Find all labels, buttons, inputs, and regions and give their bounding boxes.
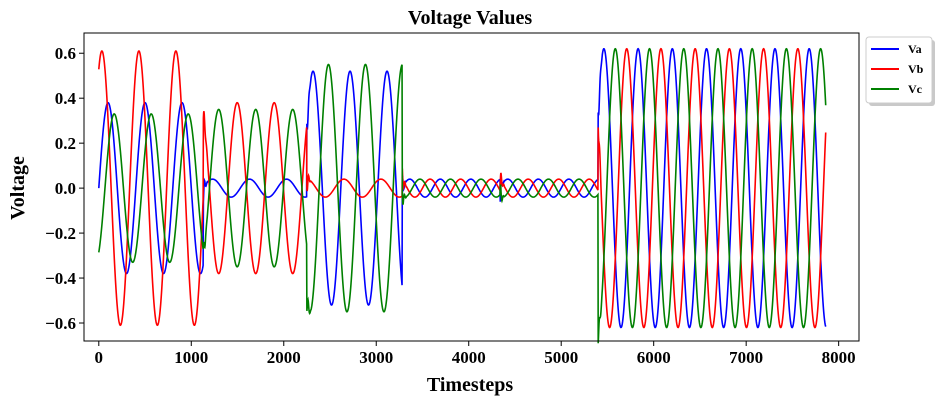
- y-tick-label: 0.6: [55, 44, 76, 63]
- y-axis-label: Voltage: [7, 156, 29, 220]
- x-axis-ticks: 0 1000 2000 3000 4000 5000 6000 7000 8000: [95, 341, 856, 367]
- y-tick-label: −0.4: [45, 269, 76, 288]
- y-tick-label: 0.4: [55, 89, 77, 108]
- x-tick-label: 5000: [544, 348, 578, 367]
- legend-label-vc: Vc: [908, 82, 923, 96]
- x-tick-label: 2000: [267, 348, 301, 367]
- x-tick-label: 1000: [174, 348, 208, 367]
- x-tick-label: 4000: [452, 348, 486, 367]
- legend-label-vb: Vb: [908, 62, 924, 76]
- plot-lines: [98, 47, 827, 344]
- x-tick-label: 6000: [637, 348, 671, 367]
- x-tick-label: 0: [95, 348, 104, 367]
- y-tick-label: 0.2: [55, 134, 76, 153]
- x-tick-label: 3000: [359, 348, 393, 367]
- series-line-va: [98, 47, 827, 329]
- legend: Va Vb Vc: [865, 36, 935, 106]
- series-line-vb: [98, 47, 827, 329]
- x-tick-label: 7000: [729, 348, 763, 367]
- x-tick-label: 8000: [822, 348, 856, 367]
- legend-label-va: Va: [908, 42, 922, 56]
- y-axis-ticks: −0.6 −0.4 −0.2 0.0 0.2 0.4 0.6: [45, 44, 84, 333]
- y-tick-label: 0.0: [55, 179, 76, 198]
- y-tick-label: −0.6: [45, 314, 76, 333]
- series-line-vc: [98, 47, 827, 344]
- axes-frame: [83, 32, 860, 342]
- x-axis-label: Timesteps: [427, 374, 514, 396]
- y-tick-label: −0.2: [45, 224, 76, 243]
- chart-title: Voltage Values: [408, 7, 533, 29]
- legend-items: Va Vb Vc: [871, 42, 924, 96]
